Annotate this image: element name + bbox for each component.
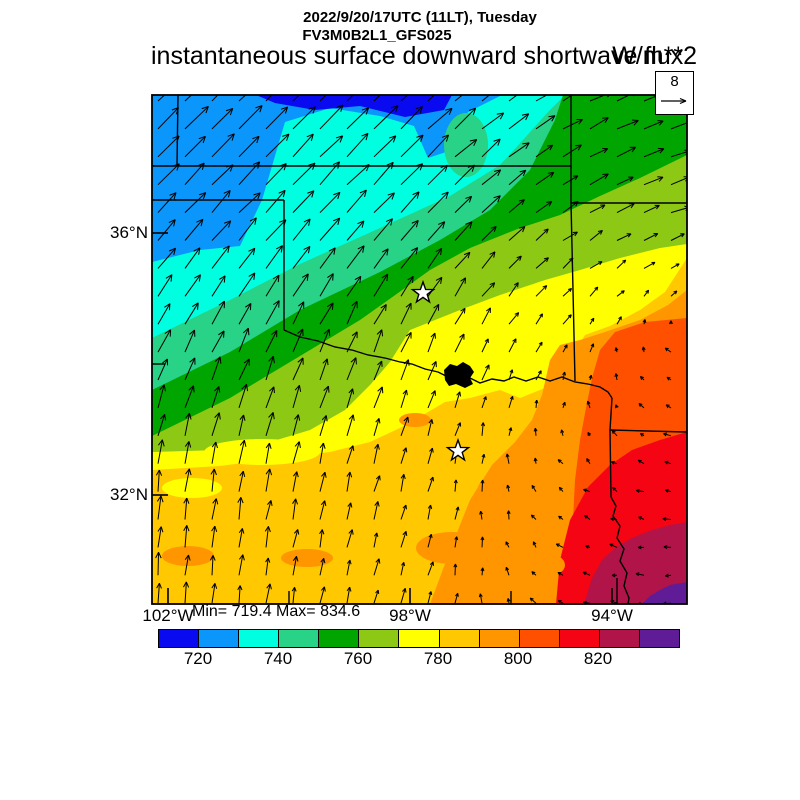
- flux-band: [584, 522, 687, 604]
- lat-tick-label: 32°N: [110, 485, 148, 504]
- lon-tick-label: 98°W: [389, 606, 431, 625]
- units-label: W/m**2: [612, 42, 697, 70]
- colorbar-tick-label: 800: [503, 649, 533, 668]
- colorbar-tick-label: 820: [583, 649, 613, 668]
- colorbar-segment: [359, 630, 400, 647]
- state-border-line: [176, 95, 179, 167]
- city-star-marker: [445, 437, 471, 462]
- state-border-line: [609, 429, 687, 433]
- colorbar-segment: [479, 630, 520, 647]
- colorbar-segment: [519, 630, 560, 647]
- wind-reference-arrow-icon: [661, 97, 687, 105]
- state-border-line: [570, 202, 576, 382]
- model-run-title: FV3M0B2L1_GFS025: [302, 27, 452, 44]
- colorbar-segment: [199, 630, 240, 647]
- datetime-title: 2022/9/20/17UTC (11LT), Tuesday: [303, 9, 537, 26]
- wind-reference-value: 8: [670, 73, 679, 90]
- lon-tick-label: 102°W: [142, 606, 194, 625]
- colorbar-segment: [559, 630, 600, 647]
- city-star-marker: [410, 279, 436, 304]
- minmax-stats: Min= 719.4 Max= 834.6: [192, 603, 361, 620]
- colorbar-segment: [239, 630, 280, 647]
- colorbar-tick-label: 780: [423, 649, 453, 668]
- lon-tick-label: 94°W: [591, 606, 633, 625]
- colorbar-segment: [159, 630, 200, 647]
- state-border-line: [610, 496, 630, 604]
- map-frame: [151, 94, 688, 605]
- colorbar-segment: [599, 630, 640, 647]
- colorbar-tick-label: 760: [343, 649, 373, 668]
- plot-title: instantaneous surface downward shortwave…: [151, 42, 684, 70]
- colorbar: [158, 629, 680, 648]
- wind-vectors: [155, 95, 687, 604]
- colorbar-segment: [639, 630, 680, 647]
- colorbar-segment: [279, 630, 320, 647]
- colorbar-segment: [319, 630, 360, 647]
- flux-band: [642, 582, 687, 604]
- lake-texoma: [444, 362, 474, 388]
- colorbar-tick-label: 720: [183, 649, 213, 668]
- lat-tick-label: 36°N: [110, 223, 148, 242]
- map-content: [152, 95, 687, 604]
- colorbar-tick-label: 740: [263, 649, 293, 668]
- colorbar-segment: [439, 630, 480, 647]
- wind-reference-box: 8: [655, 71, 694, 115]
- colorbar-segment: [399, 630, 440, 647]
